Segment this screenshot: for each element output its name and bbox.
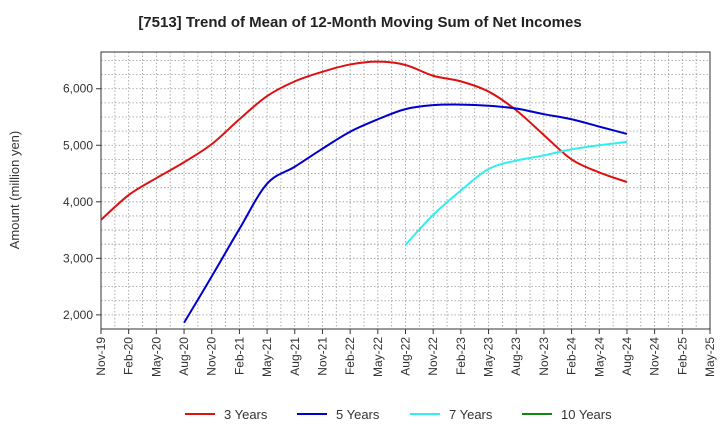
x-tick-label: Nov-23	[537, 337, 551, 376]
legend-label-10-years: 10 Years	[561, 407, 612, 422]
x-tick-label: Feb-24	[565, 337, 579, 375]
x-tick-label: Aug-20	[177, 337, 191, 376]
x-tick-label: Nov-19	[94, 337, 108, 376]
y-tick-label: 3,000	[63, 251, 93, 265]
series-line-7-years	[404, 140, 628, 246]
x-tick-label: May-20	[149, 337, 163, 377]
x-tick-label: Feb-23	[454, 337, 468, 375]
x-tick-label: Feb-21	[232, 337, 246, 375]
legend-label-5-years: 5 Years	[336, 407, 380, 422]
x-tick-label: Nov-22	[426, 337, 440, 376]
y-tick-label: 6,000	[63, 82, 93, 96]
x-tick-label: Nov-20	[205, 337, 219, 376]
x-tick-label: Feb-25	[675, 337, 689, 375]
y-tick-label: 5,000	[63, 138, 93, 152]
legend-label-7-years: 7 Years	[449, 407, 493, 422]
x-tick-label: May-23	[482, 337, 496, 377]
x-tick-label: Aug-22	[399, 337, 413, 376]
series-line-3-years	[100, 60, 628, 221]
chart-title: [7513] Trend of Mean of 12-Month Moving …	[138, 14, 582, 31]
grid-layer	[101, 52, 710, 329]
legend: 3 Years 5 Years 7 Years 10 Years	[185, 407, 612, 422]
x-tick-label: May-22	[371, 337, 385, 377]
x-tick-label: Nov-21	[315, 337, 329, 376]
x-tick-label: Nov-24	[648, 337, 662, 376]
tick-layer: 2,000 3,000 4,000 5,000 6,000 Nov-19 Feb-20 May…	[63, 82, 717, 377]
x-tick-label: Feb-22	[343, 337, 357, 375]
x-tick-label: Feb-20	[122, 337, 136, 375]
x-tick-label: Aug-21	[288, 337, 302, 376]
legend-label-3-years: 3 Years	[224, 407, 268, 422]
y-tick-label: 2,000	[63, 308, 93, 322]
series-line-5-years	[183, 103, 628, 324]
y-axis-label: Amount (million yen)	[7, 131, 22, 250]
y-tick-label: 4,000	[63, 195, 93, 209]
x-tick-label: May-21	[260, 337, 274, 377]
x-tick-label: Aug-24	[620, 337, 634, 376]
x-tick-label: May-25	[703, 337, 717, 377]
x-tick-label: May-24	[592, 337, 606, 377]
x-tick-label: Aug-23	[509, 337, 523, 376]
series-layer	[100, 60, 628, 324]
